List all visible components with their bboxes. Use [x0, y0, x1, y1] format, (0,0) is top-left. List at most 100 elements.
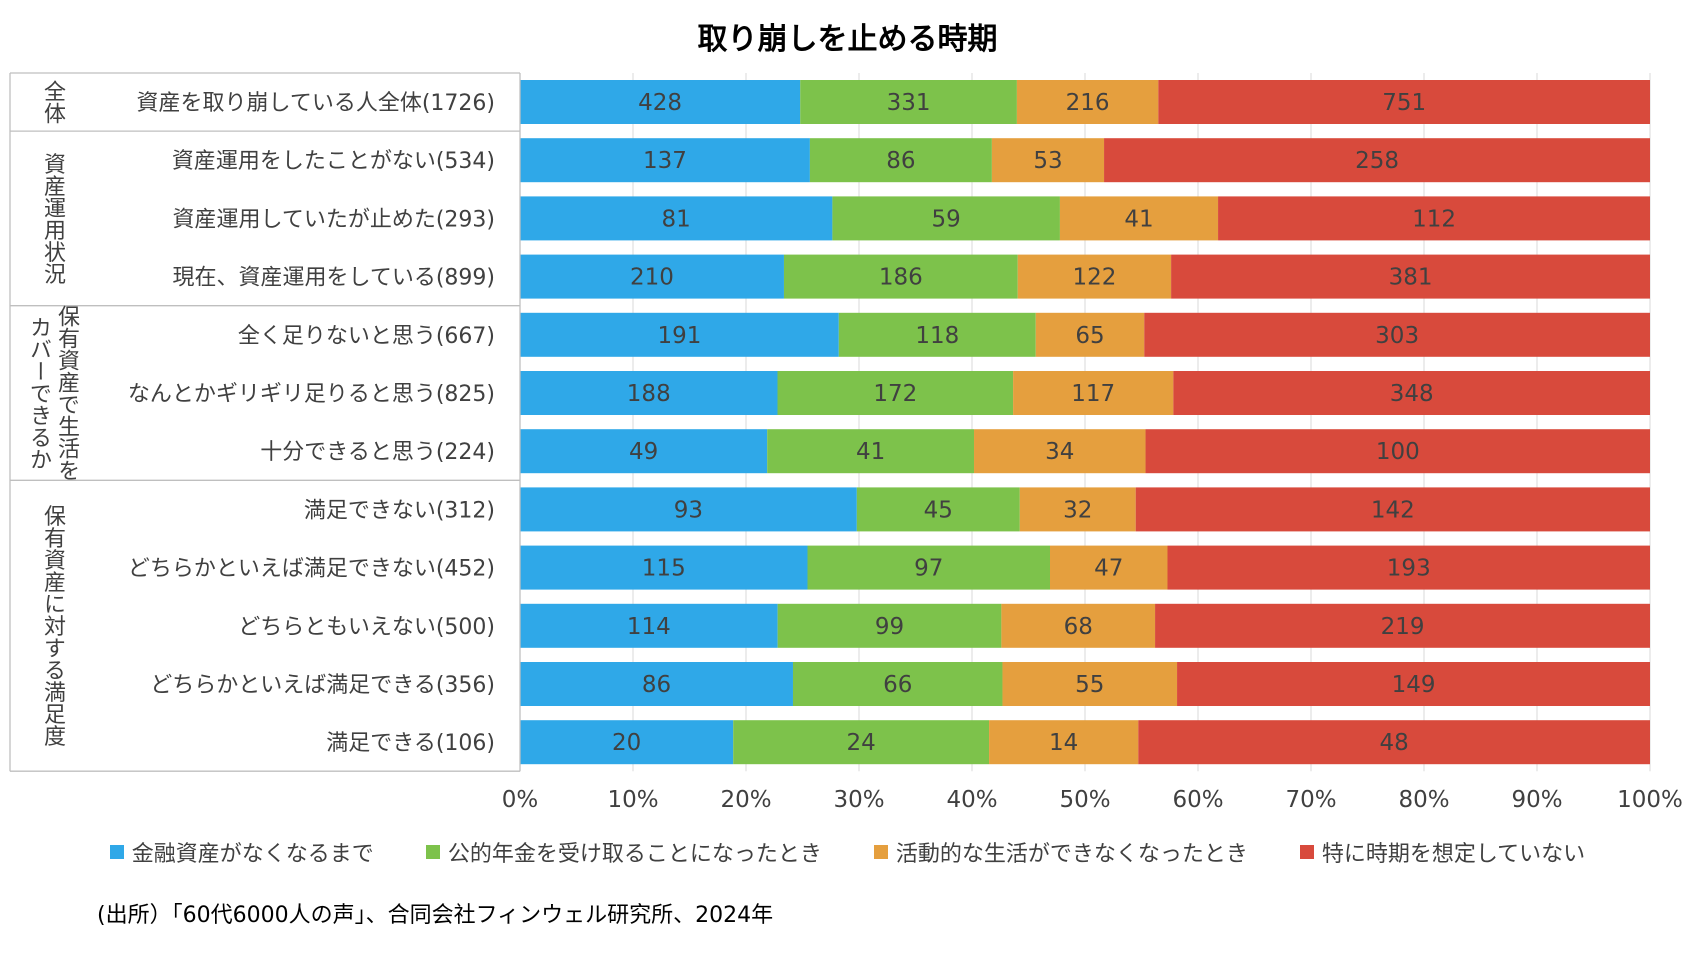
bar-segment: [974, 429, 1146, 474]
bar-segment: [1177, 662, 1650, 706]
bar-segment: [520, 254, 784, 299]
x-tick-label: 90%: [1511, 787, 1562, 813]
data-label: 24: [846, 730, 875, 756]
category-label: 全く足りないと思う(667): [238, 324, 495, 349]
data-label: 68: [1064, 614, 1093, 640]
data-label: 14: [1049, 730, 1078, 756]
bar-segment: [807, 545, 1050, 590]
bar-segment: [520, 371, 778, 415]
data-label: 303: [1375, 323, 1419, 349]
category-label: 十分できると思う(224): [260, 440, 495, 465]
bar-segment: [1016, 80, 1159, 124]
bar-segment: [1013, 371, 1174, 415]
bar-segment: [1145, 429, 1650, 474]
data-label: 142: [1371, 497, 1415, 523]
bar-segment: [1138, 720, 1650, 765]
x-tick-label: 100%: [1617, 787, 1683, 813]
data-label: 81: [662, 206, 691, 232]
data-label: 348: [1390, 381, 1434, 407]
category-label: 満足できる(106): [326, 731, 495, 756]
group-label: カバーできるか: [26, 316, 51, 470]
data-label: 149: [1392, 672, 1436, 698]
data-label: 258: [1355, 148, 1399, 174]
bar-segment: [1171, 254, 1650, 299]
data-label: 210: [630, 265, 674, 291]
data-label: 115: [642, 556, 686, 582]
legend-item: 特に時期を想定していない: [1299, 836, 1585, 868]
bar-segment: [1144, 312, 1650, 357]
data-label: 100: [1376, 439, 1420, 465]
category-label: なんとかギリギリ足りると思う(825): [128, 382, 495, 407]
bar-segment: [991, 138, 1105, 183]
legend-item: 公的年金を受け取ることになったとき: [425, 836, 822, 868]
data-label: 428: [638, 90, 682, 116]
group-label: 資産運用状況: [40, 152, 66, 284]
x-tick-label: 10%: [607, 787, 658, 813]
x-tick-label: 20%: [720, 787, 771, 813]
legend-swatch: [425, 845, 440, 859]
bar-segment: [1158, 80, 1650, 124]
data-label: 331: [887, 90, 931, 116]
bar-segment: [800, 80, 1017, 124]
bar-segment: [520, 196, 833, 241]
data-label: 117: [1071, 381, 1115, 407]
bar-segment: [1135, 487, 1650, 532]
data-label: 53: [1033, 148, 1062, 174]
bar-segment: [1050, 545, 1168, 590]
bar-segment: [520, 312, 839, 357]
bar-segment: [520, 603, 778, 648]
data-label: 193: [1387, 556, 1431, 582]
bar-segment: [1173, 371, 1650, 415]
data-label: 216: [1066, 90, 1110, 116]
bar-segment: [1167, 545, 1650, 590]
data-label: 45: [924, 497, 953, 523]
data-label: 191: [657, 323, 701, 349]
bar-segment: [783, 254, 1018, 299]
data-label: 137: [643, 148, 687, 174]
data-label: 47: [1094, 556, 1123, 582]
legend: 金融資産がなくなるまで 公的年金を受け取ることになったとき 活動的な生活ができなくな…: [0, 836, 1695, 868]
legend-item: 活動的な生活ができなくなったとき: [873, 836, 1248, 868]
data-label: 99: [875, 614, 904, 640]
data-label: 48: [1380, 730, 1409, 756]
category-label: 満足できない(312): [304, 498, 495, 523]
data-label: 381: [1389, 265, 1433, 291]
data-label: 41: [856, 439, 885, 465]
bar-segment: [733, 720, 990, 765]
legend-label: 金融資産がなくなるまで: [131, 842, 374, 867]
data-label: 66: [883, 672, 912, 698]
legend-swatch: [1299, 845, 1314, 859]
x-tick-label: 70%: [1285, 787, 1336, 813]
bar-segment: [1218, 196, 1650, 241]
bar-segment: [809, 138, 992, 183]
bar-segment: [838, 312, 1036, 357]
chart-title: 取り崩しを止める時期: [697, 22, 998, 57]
data-label: 188: [627, 381, 671, 407]
group-label: 保有資産で生活を: [54, 305, 80, 481]
bar-segment: [777, 371, 1014, 415]
bar-segment: [520, 662, 793, 706]
bar-segment: [520, 720, 734, 765]
data-label: 122: [1072, 265, 1116, 291]
x-tick-label: 40%: [946, 787, 997, 813]
data-label: 172: [873, 381, 917, 407]
legend-swatch: [109, 845, 124, 859]
bar-segment: [520, 80, 801, 124]
bar-segment: [1019, 487, 1136, 532]
data-label: 34: [1045, 439, 1074, 465]
bar-segment: [1155, 603, 1650, 648]
category-label: どちらかといえば満足できる(356): [150, 673, 495, 698]
bar-segment: [1002, 662, 1178, 706]
data-label: 32: [1063, 497, 1092, 523]
category-label: 資産を取り崩している人全体(1726): [137, 91, 496, 116]
bar-segment: [1035, 312, 1145, 357]
bar-segment: [520, 545, 808, 590]
bar-segment: [1001, 603, 1156, 648]
legend-label: 公的年金を受け取ることになったとき: [447, 842, 822, 867]
bar-segment: [1104, 138, 1650, 183]
x-tick-label: 60%: [1172, 787, 1223, 813]
bar-segment: [520, 487, 857, 532]
data-label: 93: [674, 497, 703, 523]
category-label: どちらかといえば満足できない(452): [128, 557, 495, 582]
data-label: 186: [879, 265, 923, 291]
